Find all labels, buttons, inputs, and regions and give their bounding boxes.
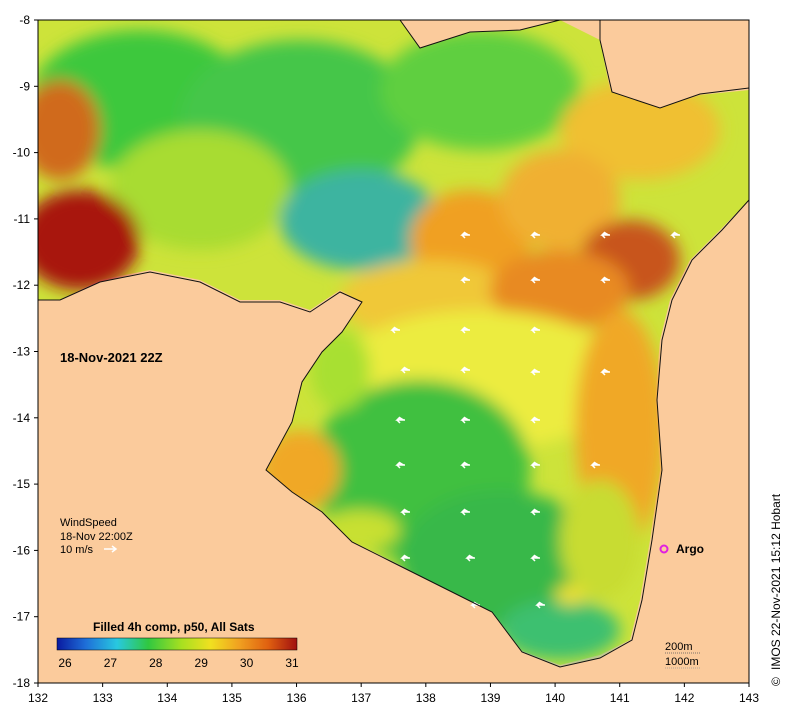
colorbar-tick-label: 31 xyxy=(285,656,299,670)
cape-york xyxy=(600,200,749,683)
depth-label-1000m: 1000m xyxy=(665,656,699,668)
x-tick-label: 139 xyxy=(480,691,500,705)
colorbar-gradient xyxy=(56,637,298,651)
wind-legend-title: WindSpeed xyxy=(60,517,117,529)
y-tick-label: -9 xyxy=(19,79,30,93)
credit: © IMOS 22-Nov-2021 15:12 Hobart xyxy=(769,493,783,686)
colorbar-title: Filled 4h comp, p50, All Sats xyxy=(93,620,255,634)
date-label: 18-Nov-2021 22Z xyxy=(60,350,163,365)
wind-legend-time: 18-Nov 22:00Z xyxy=(60,531,133,543)
wind-legend-scale: 10 m/s xyxy=(60,544,94,556)
argo-label: Argo xyxy=(676,542,704,556)
x-tick-label: 132 xyxy=(28,691,48,705)
depth-legend: 200m 1000m xyxy=(665,641,700,669)
y-tick-label: -15 xyxy=(13,477,31,491)
y-tick-label: -18 xyxy=(13,676,31,690)
y-tick-label: -8 xyxy=(19,13,30,27)
x-tick-label: 137 xyxy=(351,691,371,705)
arnhem-land xyxy=(38,272,600,683)
plot-area xyxy=(38,20,749,683)
depth-label-200m: 200m xyxy=(665,641,693,653)
x-tick-label: 135 xyxy=(222,691,242,705)
colorbar-tick-label: 28 xyxy=(149,656,163,670)
x-tick-label: 134 xyxy=(157,691,177,705)
x-tick-label: 142 xyxy=(674,691,694,705)
wind-scale-arrow-icon xyxy=(104,545,118,553)
colorbar-ticks: 26 27 28 29 30 31 xyxy=(58,656,299,670)
argo-float: Argo xyxy=(659,542,704,556)
x-tick-label: 133 xyxy=(93,691,113,705)
colorbar-tick-label: 30 xyxy=(240,656,254,670)
y-tick-label: -10 xyxy=(13,146,31,160)
y-axis: -8 -9 -10 -11 -12 -13 -14 -15 -16 -17 -18 xyxy=(13,13,38,690)
x-axis: 132 133 134 135 136 137 138 139 140 141 142 143 xyxy=(28,683,759,705)
y-tick-label: -17 xyxy=(13,610,31,624)
north-coastline xyxy=(399,20,749,109)
x-tick-label: 138 xyxy=(416,691,436,705)
y-tick-label: -16 xyxy=(13,543,31,557)
wind-legend: WindSpeed 18-Nov 22:00Z 10 m/s xyxy=(60,517,133,556)
colorbar: Filled 4h comp, p50, All Sats 26 27 28 29 30… xyxy=(56,620,299,670)
coastline xyxy=(38,199,749,668)
new-guinea-coast xyxy=(600,20,749,108)
wind-vectors xyxy=(390,231,680,609)
y-tick-label: -13 xyxy=(13,345,31,359)
credit-text: IMOS 22-Nov-2021 15:12 Hobart xyxy=(769,493,783,670)
x-tick-label: 136 xyxy=(287,691,307,705)
x-tick-label: 140 xyxy=(545,691,565,705)
y-tick-label: -14 xyxy=(13,411,31,425)
northern-land xyxy=(400,20,560,48)
copyright-symbol: © xyxy=(769,677,783,686)
colorbar-tick-label: 27 xyxy=(104,656,118,670)
x-tick-label: 143 xyxy=(739,691,759,705)
argo-marker-icon xyxy=(659,544,669,554)
y-tick-label: -11 xyxy=(14,212,31,226)
x-tick-label: 141 xyxy=(610,691,630,705)
colorbar-tick-label: 29 xyxy=(195,656,209,670)
colorbar-tick-label: 26 xyxy=(58,656,72,670)
y-tick-label: -12 xyxy=(13,278,31,292)
